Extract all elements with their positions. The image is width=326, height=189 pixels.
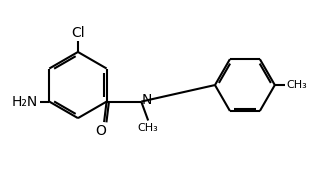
Text: Cl: Cl (71, 26, 85, 40)
Text: CH₃: CH₃ (138, 123, 158, 133)
Text: O: O (96, 124, 106, 138)
Text: H₂N: H₂N (12, 94, 38, 109)
Text: N: N (142, 93, 152, 107)
Text: CH₃: CH₃ (286, 80, 307, 90)
